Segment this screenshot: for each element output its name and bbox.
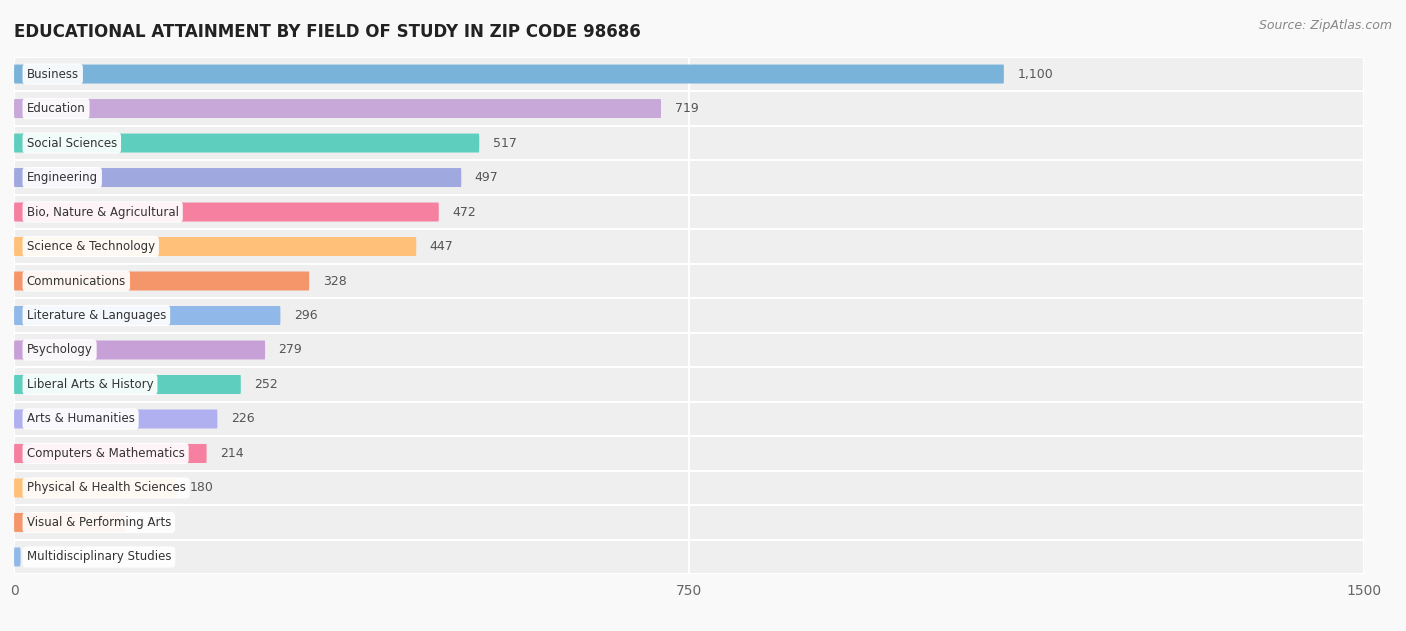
- Text: Education: Education: [27, 102, 86, 115]
- Text: Engineering: Engineering: [27, 171, 98, 184]
- Text: 296: 296: [294, 309, 318, 322]
- FancyBboxPatch shape: [14, 410, 218, 428]
- FancyBboxPatch shape: [14, 540, 1364, 574]
- Text: Bio, Nature & Agricultural: Bio, Nature & Agricultural: [27, 206, 179, 218]
- Text: 7: 7: [34, 550, 42, 563]
- Text: 180: 180: [190, 481, 214, 495]
- FancyBboxPatch shape: [14, 548, 20, 567]
- FancyBboxPatch shape: [14, 471, 1364, 505]
- FancyBboxPatch shape: [14, 478, 176, 497]
- Text: 517: 517: [492, 136, 516, 150]
- FancyBboxPatch shape: [14, 333, 1364, 367]
- Text: Liberal Arts & History: Liberal Arts & History: [27, 378, 153, 391]
- FancyBboxPatch shape: [14, 57, 1364, 91]
- Text: Source: ZipAtlas.com: Source: ZipAtlas.com: [1258, 19, 1392, 32]
- FancyBboxPatch shape: [14, 237, 416, 256]
- FancyBboxPatch shape: [14, 126, 1364, 160]
- Text: Social Sciences: Social Sciences: [27, 136, 117, 150]
- Text: 1,100: 1,100: [1018, 68, 1053, 81]
- FancyBboxPatch shape: [14, 367, 1364, 402]
- FancyBboxPatch shape: [14, 444, 207, 463]
- Text: Multidisciplinary Studies: Multidisciplinary Studies: [27, 550, 172, 563]
- Text: Science & Technology: Science & Technology: [27, 240, 155, 253]
- Text: 214: 214: [221, 447, 243, 460]
- FancyBboxPatch shape: [14, 168, 461, 187]
- FancyBboxPatch shape: [14, 203, 439, 221]
- Text: 252: 252: [254, 378, 278, 391]
- FancyBboxPatch shape: [14, 306, 280, 325]
- Text: 447: 447: [430, 240, 454, 253]
- FancyBboxPatch shape: [14, 436, 1364, 471]
- FancyBboxPatch shape: [14, 91, 1364, 126]
- FancyBboxPatch shape: [14, 513, 125, 532]
- FancyBboxPatch shape: [14, 505, 1364, 540]
- Text: 472: 472: [453, 206, 477, 218]
- FancyBboxPatch shape: [14, 375, 240, 394]
- Text: Visual & Performing Arts: Visual & Performing Arts: [27, 516, 172, 529]
- Text: Arts & Humanities: Arts & Humanities: [27, 413, 135, 425]
- Text: 226: 226: [231, 413, 254, 425]
- Text: 123: 123: [138, 516, 162, 529]
- Text: Business: Business: [27, 68, 79, 81]
- Text: 497: 497: [475, 171, 499, 184]
- FancyBboxPatch shape: [14, 298, 1364, 333]
- FancyBboxPatch shape: [14, 195, 1364, 229]
- Text: Psychology: Psychology: [27, 343, 93, 357]
- FancyBboxPatch shape: [14, 264, 1364, 298]
- Text: Communications: Communications: [27, 274, 127, 288]
- FancyBboxPatch shape: [14, 64, 1004, 83]
- Text: Computers & Mathematics: Computers & Mathematics: [27, 447, 184, 460]
- FancyBboxPatch shape: [14, 134, 479, 153]
- Text: Literature & Languages: Literature & Languages: [27, 309, 166, 322]
- Text: Physical & Health Sciences: Physical & Health Sciences: [27, 481, 186, 495]
- Text: 279: 279: [278, 343, 302, 357]
- FancyBboxPatch shape: [14, 229, 1364, 264]
- FancyBboxPatch shape: [14, 99, 661, 118]
- Text: 719: 719: [675, 102, 699, 115]
- FancyBboxPatch shape: [14, 160, 1364, 195]
- FancyBboxPatch shape: [14, 402, 1364, 436]
- Text: EDUCATIONAL ATTAINMENT BY FIELD OF STUDY IN ZIP CODE 98686: EDUCATIONAL ATTAINMENT BY FIELD OF STUDY…: [14, 23, 641, 42]
- FancyBboxPatch shape: [14, 271, 309, 290]
- Text: 328: 328: [323, 274, 346, 288]
- FancyBboxPatch shape: [14, 341, 266, 360]
